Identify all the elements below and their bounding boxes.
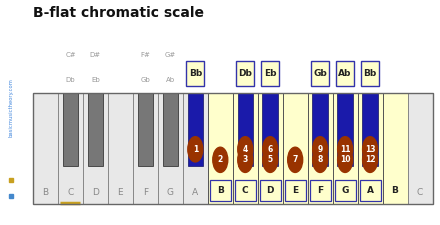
Text: 10: 10 — [340, 155, 350, 164]
Circle shape — [363, 147, 378, 172]
Text: 3: 3 — [242, 155, 248, 164]
Bar — [210, 180, 231, 201]
Text: basicmusictheory.com: basicmusictheory.com — [8, 79, 13, 137]
Text: Eb: Eb — [91, 77, 100, 83]
Bar — [235, 180, 256, 201]
Bar — [138, 92, 153, 166]
Circle shape — [337, 147, 352, 172]
Text: Db: Db — [66, 77, 75, 83]
Bar — [163, 92, 178, 166]
Text: 6: 6 — [268, 145, 273, 154]
Bar — [208, 92, 233, 204]
Bar — [335, 180, 356, 201]
Text: B-flat chromatic scale: B-flat chromatic scale — [33, 6, 204, 20]
Bar — [333, 92, 358, 204]
Text: E: E — [292, 186, 298, 195]
Text: C: C — [417, 188, 423, 197]
Bar — [311, 61, 329, 86]
Text: 13: 13 — [365, 145, 375, 154]
Bar — [312, 92, 328, 166]
Text: D: D — [92, 188, 99, 197]
Text: Gb: Gb — [140, 77, 150, 83]
Circle shape — [288, 147, 303, 172]
Text: Db: Db — [238, 69, 252, 78]
Text: Bb: Bb — [363, 69, 377, 78]
Bar — [238, 92, 253, 166]
Text: 5: 5 — [268, 155, 273, 164]
Bar — [133, 92, 158, 204]
Text: D#: D# — [90, 52, 101, 58]
Text: B: B — [392, 186, 399, 195]
Text: 2: 2 — [218, 155, 223, 164]
Bar — [258, 92, 282, 204]
Bar — [236, 61, 254, 86]
Text: E: E — [117, 188, 123, 197]
Text: G#: G# — [165, 52, 176, 58]
Bar — [260, 180, 281, 201]
Text: A: A — [192, 188, 198, 197]
Bar — [359, 180, 381, 201]
Text: C: C — [67, 188, 73, 197]
Text: C: C — [242, 186, 249, 195]
Circle shape — [337, 137, 352, 162]
Text: 9: 9 — [318, 145, 323, 154]
Bar — [33, 92, 433, 204]
Bar — [187, 92, 203, 166]
Text: 7: 7 — [293, 155, 298, 164]
Text: 8: 8 — [318, 155, 323, 164]
Text: 12: 12 — [365, 155, 375, 164]
Text: Gb: Gb — [313, 69, 327, 78]
Bar — [63, 92, 78, 166]
Bar — [407, 92, 433, 204]
Bar — [83, 92, 108, 204]
Bar — [58, 92, 83, 204]
Text: D: D — [267, 186, 274, 195]
Text: C#: C# — [65, 52, 76, 58]
Bar — [382, 92, 407, 204]
Text: G: G — [341, 186, 349, 195]
Text: B: B — [217, 186, 224, 195]
Bar — [88, 92, 103, 166]
Bar — [358, 92, 382, 204]
Circle shape — [263, 147, 278, 172]
Bar — [263, 92, 278, 166]
Bar — [261, 61, 279, 86]
Text: B: B — [42, 188, 48, 197]
Bar — [336, 61, 354, 86]
Bar — [363, 92, 378, 166]
Circle shape — [238, 137, 253, 162]
Text: F: F — [143, 188, 148, 197]
Text: F#: F# — [140, 52, 150, 58]
Text: Bb: Bb — [189, 69, 202, 78]
Bar — [233, 92, 258, 204]
Bar — [158, 92, 183, 204]
Text: 1: 1 — [193, 145, 198, 154]
Text: 4: 4 — [242, 145, 248, 154]
Text: Ab: Ab — [338, 69, 352, 78]
Text: F: F — [317, 186, 323, 195]
Circle shape — [313, 137, 328, 162]
Bar — [282, 92, 308, 204]
Bar — [285, 180, 306, 201]
Bar — [310, 180, 330, 201]
Bar — [361, 61, 379, 86]
Circle shape — [213, 147, 228, 172]
Circle shape — [263, 137, 278, 162]
Bar — [337, 92, 353, 166]
Text: Ab: Ab — [166, 77, 175, 83]
Bar — [183, 92, 208, 204]
Bar — [108, 92, 133, 204]
Circle shape — [363, 137, 378, 162]
Text: A: A — [367, 186, 374, 195]
Bar — [308, 92, 333, 204]
Text: G: G — [167, 188, 174, 197]
Bar — [186, 61, 204, 86]
Circle shape — [238, 147, 253, 172]
Text: 11: 11 — [340, 145, 350, 154]
Bar — [33, 92, 58, 204]
Circle shape — [313, 147, 328, 172]
Text: Eb: Eb — [264, 69, 276, 78]
Circle shape — [188, 137, 203, 162]
